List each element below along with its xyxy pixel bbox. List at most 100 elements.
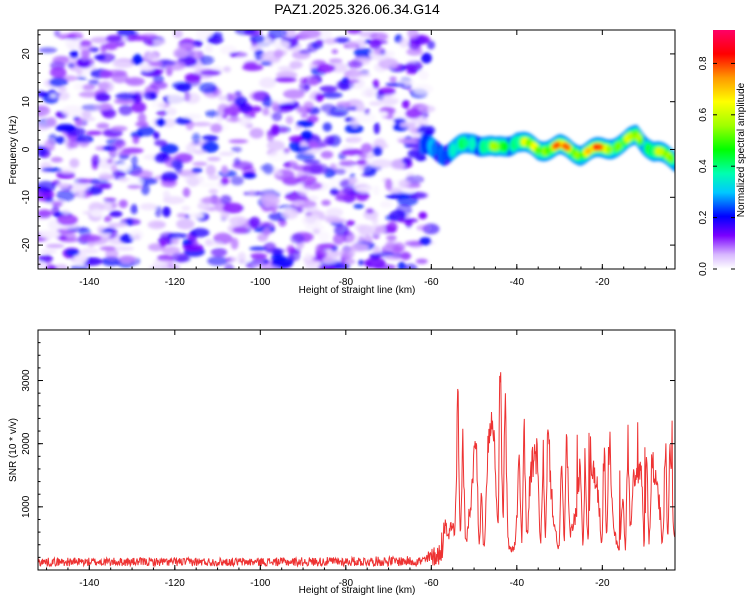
noise-blob xyxy=(357,259,365,266)
noise-blob xyxy=(371,216,379,225)
noise-blob xyxy=(191,167,203,173)
noise-blob xyxy=(162,206,171,218)
noise-blob xyxy=(100,246,116,251)
noise-blob xyxy=(205,110,221,118)
noise-blob xyxy=(373,185,380,196)
noise-blob xyxy=(49,66,67,79)
snr-xlabel: Height of straight line (km) xyxy=(299,585,416,596)
noise-blob xyxy=(68,140,79,149)
noise-blob xyxy=(57,86,67,92)
noise-blob xyxy=(58,33,77,40)
noise-blob xyxy=(321,91,343,99)
noise-blob xyxy=(223,66,231,73)
noise-blob xyxy=(78,43,95,52)
noise-blob xyxy=(380,143,389,149)
noise-blob xyxy=(109,210,123,218)
noise-blob xyxy=(322,122,332,132)
signal-cell xyxy=(450,144,457,155)
snr-xtick-label: -40 xyxy=(510,578,525,589)
noise-blob xyxy=(210,247,228,257)
noise-blob xyxy=(216,111,224,123)
noise-blob xyxy=(93,181,113,188)
noise-blob xyxy=(303,181,323,190)
noise-blob xyxy=(221,165,228,174)
noise-blob xyxy=(156,110,168,117)
noise-blob xyxy=(403,63,418,70)
noise-blob xyxy=(321,199,331,206)
noise-blob xyxy=(91,154,100,166)
noise-blob xyxy=(325,218,347,224)
noise-blob xyxy=(289,60,303,69)
noise-blob xyxy=(266,140,285,151)
noise-blob xyxy=(167,107,177,116)
signal-cell xyxy=(544,146,552,155)
noise-blob xyxy=(38,105,51,117)
noise-blob xyxy=(228,139,249,144)
noise-blob xyxy=(90,209,104,218)
noise-blob xyxy=(263,163,274,175)
noise-blob xyxy=(38,255,53,263)
noise-blob xyxy=(118,150,132,156)
snr-ticks: -140 -120 -100 -80 -60 -40 -20 1000 2000 3000 xyxy=(21,329,675,589)
noise-blob xyxy=(368,101,383,106)
noise-blob xyxy=(61,209,71,216)
noise-blob xyxy=(153,258,171,267)
noise-blob xyxy=(306,205,319,213)
noise-blob xyxy=(364,257,386,269)
noise-blob xyxy=(230,237,239,250)
noise-blob xyxy=(61,105,84,117)
noise-blob xyxy=(193,149,207,155)
noise-blob xyxy=(383,50,396,58)
noise-blob xyxy=(276,71,298,80)
noise-blob xyxy=(401,99,410,109)
signal-cell xyxy=(469,138,477,150)
noise-blob xyxy=(249,127,264,139)
noise-blob xyxy=(105,248,119,260)
noise-blob xyxy=(315,249,327,260)
noise-blob xyxy=(103,197,117,203)
noise-blob xyxy=(40,249,57,254)
noise-blob xyxy=(100,70,113,79)
colorbar-gradient xyxy=(713,30,735,269)
noise-blob xyxy=(405,108,422,119)
noise-blob xyxy=(342,144,354,150)
signal-cell xyxy=(492,142,500,151)
noise-blob xyxy=(51,205,60,217)
noise-blob xyxy=(387,187,403,194)
noise-blob xyxy=(98,174,115,180)
noise-blob xyxy=(279,127,288,133)
noise-blob xyxy=(58,166,77,175)
noise-blob xyxy=(305,214,317,224)
snr-xtick-label: -120 xyxy=(165,578,185,589)
noise-blob xyxy=(95,92,111,103)
noise-blob xyxy=(296,120,314,128)
noise-blob xyxy=(174,117,192,125)
noise-blob xyxy=(219,45,237,55)
noise-blob xyxy=(151,100,165,109)
noise-blob xyxy=(343,79,360,84)
noise-blob xyxy=(363,165,377,175)
noise-blob xyxy=(404,263,418,269)
noise-blob xyxy=(80,247,99,255)
noise-blob xyxy=(80,234,102,242)
noise-blob xyxy=(416,224,431,231)
noise-blob xyxy=(160,174,169,182)
noise-blob xyxy=(419,237,432,246)
noise-blob xyxy=(334,168,346,175)
noise-blob xyxy=(199,82,217,94)
noise-blob xyxy=(308,141,319,149)
noise-blob xyxy=(304,252,312,261)
noise-blob xyxy=(183,92,201,104)
noise-blob xyxy=(332,233,345,245)
noise-blob xyxy=(346,234,365,245)
noise-blob xyxy=(378,111,389,117)
noise-blob xyxy=(356,159,367,166)
noise-blob xyxy=(407,149,421,158)
snr-panel: -140 -120 -100 -80 -60 -40 -20 1000 2000 3000 Hei… xyxy=(8,329,676,596)
noise-blob xyxy=(418,211,428,220)
noise-blob xyxy=(347,41,358,48)
noise-blob xyxy=(316,63,336,73)
signal-cell xyxy=(596,143,604,151)
noise-blob xyxy=(118,164,131,171)
noise-blob xyxy=(210,123,223,133)
